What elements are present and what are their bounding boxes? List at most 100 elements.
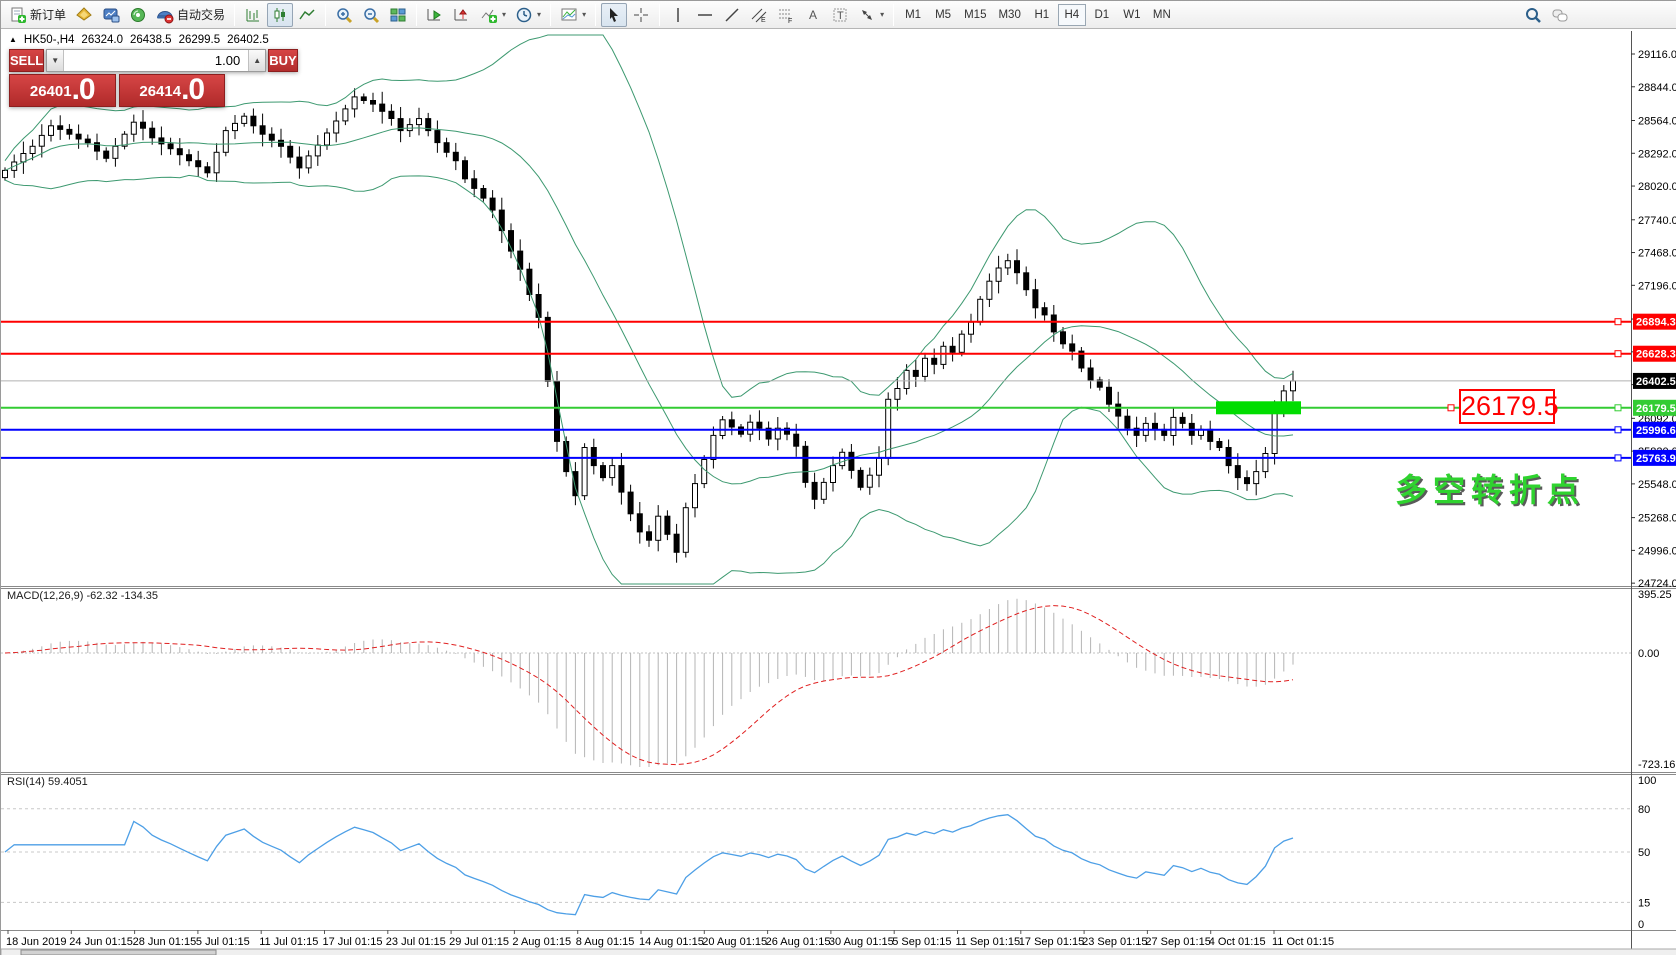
vertical-line-icon (677, 7, 679, 22)
signals-icon (131, 7, 146, 22)
timeframe-M30[interactable]: M30 (998, 8, 1021, 21)
sell-price-main: 26401 (29, 83, 72, 100)
templates-button[interactable]: ▾ (556, 3, 590, 27)
bar-chart-button[interactable] (240, 3, 266, 27)
sell-button[interactable]: SELL (9, 49, 45, 72)
svg-text:18 Jun 2019: 18 Jun 2019 (6, 936, 67, 948)
terminal-button[interactable] (98, 3, 124, 27)
svg-text:T: T (837, 10, 844, 22)
horizontal-lines[interactable] (1, 318, 1631, 462)
sell-price[interactable]: 26401.0 (9, 74, 116, 107)
metaeditor-button[interactable] (71, 3, 97, 27)
new-order-icon (11, 7, 26, 23)
close-value: 26402.5 (227, 34, 269, 46)
price-badge-26402.5 (1633, 372, 1676, 389)
search-button[interactable] (1520, 3, 1546, 27)
time-axis[interactable]: 18 Jun 2019 24 Jun 01:15 28 Jun 01:15 5 Jul… (6, 930, 1334, 948)
svg-text:30 Aug 01:15: 30 Aug 01:15 (829, 936, 894, 948)
trendline-button[interactable] (719, 3, 745, 27)
arrows-button[interactable]: ▾ (854, 3, 888, 27)
price-badge-25763.9 (1633, 449, 1676, 466)
clock-icon (516, 7, 532, 22)
volume-increase-button[interactable]: ▲ (248, 50, 266, 71)
svg-text:5 Jul 01:15: 5 Jul 01:15 (196, 936, 250, 948)
tile-windows-button[interactable] (385, 3, 411, 27)
svg-text:80: 80 (1638, 804, 1650, 816)
buy-price-frac: .0 (181, 73, 205, 106)
macd-label: MACD(12,26,9) -62.32 -134.35 (7, 590, 159, 602)
timeframe-D1[interactable]: D1 (1094, 8, 1110, 21)
periods-button[interactable]: ▾ (511, 3, 545, 27)
svg-text:14 Aug 01:15: 14 Aug 01:15 (639, 936, 704, 948)
timeframe-M1[interactable]: M1 (905, 8, 922, 21)
svg-text:17 Jul 01:15: 17 Jul 01:15 (323, 936, 383, 948)
zoom-out-button[interactable] (358, 3, 384, 27)
timeframe-MN[interactable]: MN (1152, 8, 1171, 21)
svg-text:28020.0: 28020.0 (1638, 181, 1676, 193)
svg-text:4 Oct 01:15: 4 Oct 01:15 (1209, 936, 1266, 948)
highlight-bar[interactable] (1216, 401, 1301, 415)
price-level-text-box[interactable]: 26179.5 (1459, 389, 1559, 424)
svg-text:5 Sep 01:15: 5 Sep 01:15 (892, 936, 951, 948)
rsi-pane: 100 80 50 15 0 (1, 775, 1656, 931)
text-button[interactable]: A (800, 3, 826, 27)
svg-text:27468.0: 27468.0 (1638, 248, 1676, 260)
autotrading-button[interactable]: 自动交易 (152, 3, 229, 27)
svg-text:15: 15 (1638, 897, 1650, 909)
toolbar-separator (416, 3, 418, 26)
text-label-button[interactable]: T (827, 3, 853, 27)
timeframe-H1[interactable]: H1 (1034, 8, 1050, 21)
vertical-line-button[interactable] (665, 3, 691, 27)
svg-text:2 Aug 01:15: 2 Aug 01:15 (512, 936, 571, 948)
chart-shift-button[interactable] (449, 3, 475, 27)
buy-button[interactable]: BUY (268, 49, 298, 72)
horizontal-line-button[interactable] (692, 3, 718, 27)
panel-collapse-arrow[interactable]: ▲ (9, 34, 17, 44)
buy-price[interactable]: 26414.0 (118, 73, 225, 107)
templates-caret-icon: ▾ (582, 10, 587, 19)
auto-scroll-icon (427, 8, 441, 20)
metaeditor-icon (76, 6, 92, 21)
arrows-caret-icon: ▾ (880, 10, 885, 19)
candlestick-chart-button[interactable] (267, 2, 294, 27)
zoom-in-icon (337, 7, 353, 23)
one-click-panel: SELL ▼ ▲ BUY 26401.0 26414.0 (9, 49, 298, 107)
line-chart-button[interactable] (294, 3, 320, 27)
auto-scroll-button[interactable] (422, 3, 448, 27)
timeframe-H4[interactable]: H4 (1057, 3, 1086, 26)
svg-text:24996.0: 24996.0 (1638, 545, 1676, 557)
equidistant-channel-button[interactable]: E (746, 3, 772, 27)
timeframe-M15[interactable]: M15 (964, 8, 987, 21)
bar-chart-icon (246, 8, 260, 21)
new-order-button[interactable]: 新订单 (5, 3, 70, 27)
trendline-icon (725, 7, 739, 22)
volume-decrease-button[interactable]: ▼ (47, 50, 65, 71)
toolbar-separator (595, 3, 597, 26)
svg-text:26894.3: 26894.3 (1636, 317, 1676, 329)
zoom-in-button[interactable] (331, 3, 357, 27)
svg-text:A: A (809, 8, 817, 22)
cursor-button[interactable] (601, 2, 628, 27)
turning-point-annotation[interactable]: 多空转折点 (1395, 472, 1586, 508)
tile-windows-icon (390, 8, 406, 21)
volume-stepper: ▼ ▲ (46, 49, 267, 72)
crosshair-button[interactable] (628, 3, 654, 27)
svg-text:28844.0: 28844.0 (1638, 82, 1676, 94)
volume-input[interactable] (64, 50, 249, 71)
svg-text:-723.16: -723.16 (1638, 759, 1675, 771)
timeframe-W1[interactable]: W1 (1123, 8, 1141, 21)
horizontal-scrollbar[interactable] (1, 948, 1676, 955)
signals-button[interactable] (125, 3, 151, 27)
equidistant-channel-icon: E (751, 8, 767, 24)
timeframe-M5[interactable]: M5 (935, 8, 952, 21)
price-axis[interactable]: 29116.0 28844.0 28564.0 28292.0 28020.0 27740… (1631, 49, 1676, 590)
svg-text:0: 0 (1638, 919, 1644, 931)
scrollbar-thumb[interactable] (20, 949, 217, 955)
chat-button[interactable] (1547, 3, 1573, 27)
indicators-button[interactable]: ▾ (476, 3, 510, 27)
svg-text:29116.0: 29116.0 (1638, 49, 1676, 61)
svg-text:28564.0: 28564.0 (1638, 116, 1676, 128)
fibonacci-button[interactable]: F (773, 3, 799, 27)
